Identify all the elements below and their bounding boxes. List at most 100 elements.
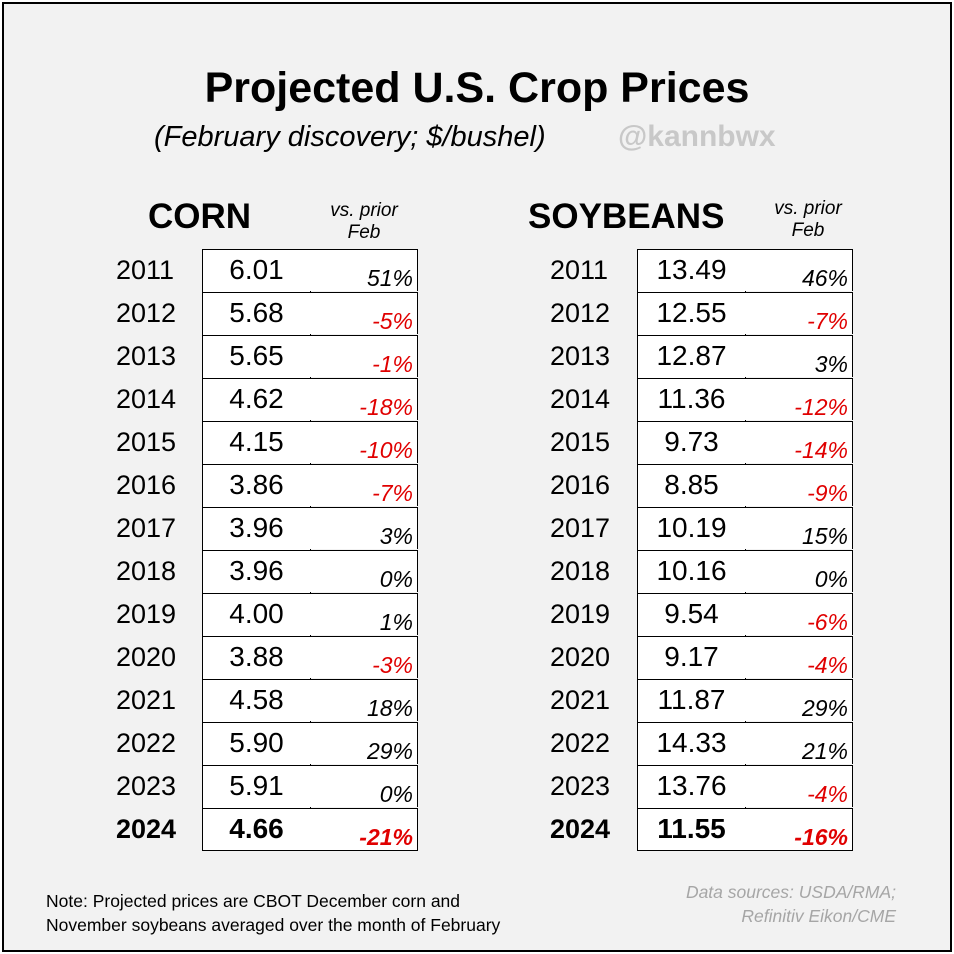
corn-year-label: 2017 [116, 513, 177, 543]
corn-change-cell: 0% [310, 550, 418, 592]
corn-price-cell: 5.91 [202, 765, 311, 808]
corn-year-label: 2023 [116, 771, 177, 801]
corn-year-label: 2015 [116, 427, 177, 457]
corn-change-cell: 1% [310, 593, 418, 635]
soybeans-change-header: vs. prior Feb [758, 198, 858, 242]
soybeans-change-cell: -4% [745, 765, 853, 807]
soybeans-change-cell: -7% [745, 292, 853, 334]
soybeans-change-cell: 29% [745, 679, 853, 721]
soybeans-year-label: 2024 [550, 814, 611, 844]
soybeans-table-bottom-border [637, 850, 853, 851]
soybeans-price-cell: 8.85 [637, 464, 746, 507]
soybeans-price-cell: 12.87 [637, 335, 746, 378]
soybeans-price-cell: 13.49 [637, 249, 746, 292]
corn-table-bottom-border [202, 850, 418, 851]
corn-price-cell: 4.15 [202, 421, 311, 464]
chart-title: Projected U.S. Crop Prices [204, 64, 750, 112]
soybeans-change-cell: 21% [745, 722, 853, 764]
corn-price-cell: 3.88 [202, 636, 311, 679]
footnote: Note: Projected prices are CBOT December… [46, 889, 500, 937]
corn-year-label: 2013 [116, 341, 177, 371]
soybeans-year-label: 2019 [550, 599, 611, 629]
corn-year-label: 2014 [116, 384, 177, 414]
soybeans-change-header-line1: vs. prior [774, 198, 842, 219]
soybeans-change-cell: -6% [745, 593, 853, 635]
corn-price-cell: 5.90 [202, 722, 311, 765]
corn-header: CORN [148, 197, 252, 236]
soybeans-price-cell: 9.54 [637, 593, 746, 636]
soybeans-price-cell: 11.55 [637, 808, 746, 851]
soybeans-year-label: 2021 [550, 685, 611, 715]
soybeans-price-cell: 11.87 [637, 679, 746, 722]
corn-change-header: vs. prior Feb [314, 200, 414, 244]
soybeans-year-label: 2014 [550, 384, 611, 414]
soybeans-year-label: 2016 [550, 470, 611, 500]
corn-change-cell: -10% [310, 421, 418, 463]
soybeans-change-cell: 46% [745, 249, 853, 291]
soybeans-change-cell: -9% [745, 464, 853, 506]
corn-change-cell: -1% [310, 335, 418, 377]
corn-price-cell: 5.68 [202, 292, 311, 335]
corn-change-cell: -18% [310, 378, 418, 420]
soybeans-change-cell: 15% [745, 507, 853, 549]
soybeans-price-cell: 14.33 [637, 722, 746, 765]
data-sources-line1: Data sources: USDA/RMA; [685, 882, 896, 902]
soybeans-price-cell: 10.19 [637, 507, 746, 550]
soybeans-year-label: 2017 [550, 513, 611, 543]
corn-price-cell: 3.96 [202, 550, 311, 593]
corn-change-header-line1: vs. prior [330, 200, 398, 221]
corn-change-cell: -3% [310, 636, 418, 678]
chart-subtitle: (February discovery; $/bushel) [154, 121, 546, 153]
corn-year-label: 2018 [116, 556, 177, 586]
corn-change-cell: 18% [310, 679, 418, 721]
soybeans-year-label: 2020 [550, 642, 611, 672]
corn-year-label: 2021 [116, 685, 177, 715]
corn-year-label: 2020 [116, 642, 177, 672]
soybeans-price-cell: 9.73 [637, 421, 746, 464]
soybeans-price-cell: 12.55 [637, 292, 746, 335]
corn-price-cell: 4.66 [202, 808, 311, 851]
soybeans-price-cell: 11.36 [637, 378, 746, 421]
corn-year-label: 2011 [116, 255, 175, 285]
footnote-line2: November soybeans averaged over the mont… [46, 915, 501, 935]
data-sources: Data sources: USDA/RMA; Refinitiv Eikon/… [686, 880, 896, 928]
corn-change-cell: 0% [310, 765, 418, 807]
soybeans-year-label: 2011 [550, 255, 609, 285]
soybeans-price-cell: 10.16 [637, 550, 746, 593]
corn-change-header-line2: Feb [347, 222, 381, 243]
corn-price-cell: 3.96 [202, 507, 311, 550]
corn-change-cell: 51% [310, 249, 418, 291]
soybeans-year-label: 2015 [550, 427, 611, 457]
soybeans-change-cell: -12% [745, 378, 853, 420]
corn-price-cell: 6.01 [202, 249, 311, 292]
corn-price-cell: 4.58 [202, 679, 311, 722]
soybeans-year-label: 2013 [550, 341, 611, 371]
soybeans-year-label: 2012 [550, 298, 611, 328]
corn-change-cell: 3% [310, 507, 418, 549]
soybeans-change-cell: -4% [745, 636, 853, 678]
soybeans-price-cell: 13.76 [637, 765, 746, 808]
soybeans-change-header-line2: Feb [791, 220, 825, 241]
corn-year-label: 2022 [116, 728, 177, 758]
corn-price-cell: 5.65 [202, 335, 311, 378]
soybeans-year-label: 2022 [550, 728, 611, 758]
soybeans-year-label: 2023 [550, 771, 611, 801]
soybeans-header: SOYBEANS [528, 197, 725, 236]
corn-change-cell: -5% [310, 292, 418, 334]
corn-year-label: 2012 [116, 298, 177, 328]
soybeans-change-cell: -16% [745, 808, 853, 850]
corn-year-label: 2016 [116, 470, 177, 500]
corn-change-cell: 29% [310, 722, 418, 764]
corn-price-cell: 4.62 [202, 378, 311, 421]
corn-change-cell: -21% [310, 808, 418, 850]
author-handle: @kannbwx [618, 120, 776, 153]
footnote-line1: Note: Projected prices are CBOT December… [46, 891, 461, 911]
corn-price-cell: 4.00 [202, 593, 311, 636]
soybeans-change-cell: -14% [745, 421, 853, 463]
corn-change-cell: -7% [310, 464, 418, 506]
corn-year-label: 2024 [116, 814, 177, 844]
soybeans-price-cell: 9.17 [637, 636, 746, 679]
soybeans-year-label: 2018 [550, 556, 611, 586]
soybeans-change-cell: 0% [745, 550, 853, 592]
